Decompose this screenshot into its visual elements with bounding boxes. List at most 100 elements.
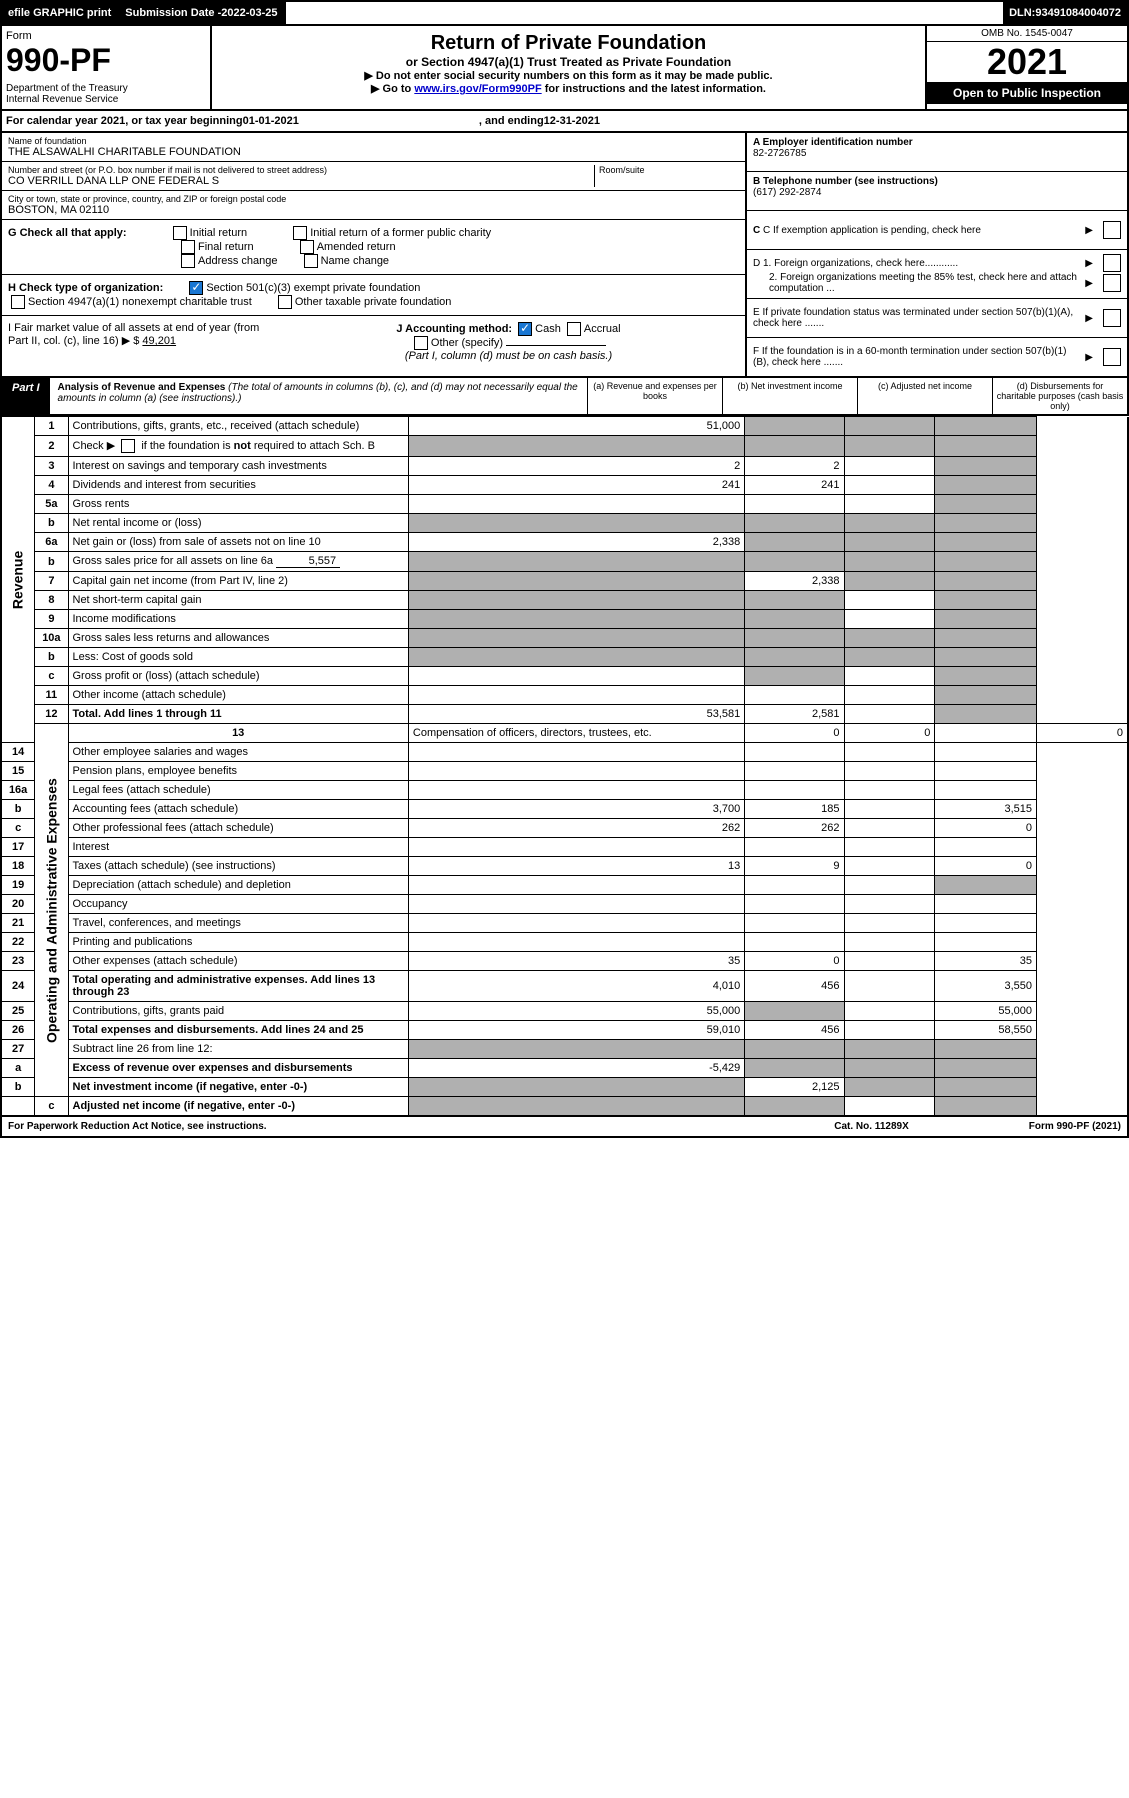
table-row: bAccounting fees (attach schedule)3,7001… (1, 800, 1128, 819)
table-row: 19Depreciation (attach schedule) and dep… (1, 876, 1128, 895)
dln: DLN: 93491084004072 (1003, 2, 1127, 24)
i-label: I Fair market value of all assets at end… (8, 322, 259, 347)
table-row: bGross sales price for all assets on lin… (1, 552, 1128, 572)
info-section: Name of foundation THE ALSAWALHI CHARITA… (0, 133, 1129, 378)
501c3-checkbox[interactable] (189, 281, 203, 295)
efile-label: efile GRAPHIC print (2, 2, 119, 24)
form-link[interactable]: www.irs.gov/Form990PF (414, 83, 541, 95)
table-row: 3Interest on savings and temporary cash … (1, 457, 1128, 476)
table-row: bLess: Cost of goods sold (1, 648, 1128, 667)
accrual-checkbox[interactable] (567, 322, 581, 336)
other-method-checkbox[interactable] (414, 336, 428, 350)
table-row: cAdjusted net income (if negative, enter… (1, 1097, 1128, 1117)
h-checkboxes: H Check type of organization: Section 50… (2, 275, 745, 316)
table-row: 7Capital gain net income (from Part IV, … (1, 572, 1128, 591)
table-row: 11Other income (attach schedule) (1, 686, 1128, 705)
address: CO VERRILL DANA LLP ONE FEDERAL S (8, 175, 594, 187)
footer-left: For Paperwork Reduction Act Notice, see … (8, 1121, 267, 1132)
schb-checkbox[interactable] (121, 439, 135, 453)
c-checkbox[interactable] (1103, 221, 1121, 239)
initial-former-checkbox[interactable] (293, 226, 307, 240)
city: BOSTON, MA 02110 (8, 204, 739, 216)
table-row: 10aGross sales less returns and allowanc… (1, 629, 1128, 648)
table-row: Revenue 1Contributions, gifts, grants, e… (1, 417, 1128, 436)
d2-checkbox[interactable] (1103, 274, 1121, 292)
table-row: 9Income modifications (1, 610, 1128, 629)
table-row: 20Occupancy (1, 895, 1128, 914)
instr-2: ▶ Go to www.irs.gov/Form990PF for instru… (218, 82, 919, 95)
col-c-header: (c) Adjusted net income (857, 378, 992, 414)
table-row: 5aGross rents (1, 495, 1128, 514)
ij-row: I Fair market value of all assets at end… (2, 316, 745, 368)
footer-mid: Cat. No. 11289X (834, 1121, 908, 1132)
col-d-header: (d) Disbursements for charitable purpose… (992, 378, 1127, 414)
table-row: 12Total. Add lines 1 through 1153,5812,5… (1, 705, 1128, 724)
f-checkbox[interactable] (1103, 348, 1121, 366)
department: Department of the Treasury Internal Reve… (6, 83, 206, 105)
phone-label: B Telephone number (see instructions) (753, 176, 938, 187)
table-row: 26Total expenses and disbursements. Add … (1, 1021, 1128, 1040)
calendar-year-row: For calendar year 2021, or tax year begi… (0, 111, 1129, 133)
g-checkboxes: G Check all that apply: Initial return I… (2, 220, 745, 275)
submission-date: Submission Date - 2022-03-25 (119, 2, 285, 24)
table-row: 15Pension plans, employee benefits (1, 762, 1128, 781)
table-row: 18Taxes (attach schedule) (see instructi… (1, 857, 1128, 876)
tax-year: 2021 (927, 42, 1127, 82)
table-row: 27Subtract line 26 from line 12: (1, 1040, 1128, 1059)
table-row: 21Travel, conferences, and meetings (1, 914, 1128, 933)
address-change-checkbox[interactable] (181, 254, 195, 268)
table-row: 16aLegal fees (attach schedule) (1, 781, 1128, 800)
top-bar: efile GRAPHIC print Submission Date - 20… (0, 0, 1129, 26)
amended-return-checkbox[interactable] (300, 240, 314, 254)
arrow-icon: ▶ (1085, 258, 1093, 269)
d1-checkbox[interactable] (1103, 254, 1121, 272)
form-label: Form (6, 30, 206, 42)
form-header: Form 990-PF Department of the Treasury I… (0, 26, 1129, 111)
fmv-value: 49,201 (142, 335, 176, 347)
table-row: 24Total operating and administrative exp… (1, 971, 1128, 1002)
address-label: Number and street (or P.O. box number if… (8, 165, 594, 175)
table-row: 8Net short-term capital gain (1, 591, 1128, 610)
city-label: City or town, state or province, country… (8, 194, 739, 204)
d2-label: 2. Foreign organizations meeting the 85%… (753, 272, 1081, 294)
initial-return-checkbox[interactable] (173, 226, 187, 240)
col-b-header: (b) Net investment income (722, 378, 857, 414)
omb-number: OMB No. 1545-0047 (927, 26, 1127, 42)
e-label: E If private foundation status was termi… (753, 307, 1081, 329)
arrow-icon: ▶ (1085, 278, 1093, 289)
name-label: Name of foundation (8, 136, 739, 146)
phone-value: (617) 292-2874 (753, 187, 821, 198)
d1-label: D 1. Foreign organizations, check here..… (753, 258, 1081, 269)
e-checkbox[interactable] (1103, 309, 1121, 327)
final-return-checkbox[interactable] (181, 240, 195, 254)
name-change-checkbox[interactable] (304, 254, 318, 268)
open-to-public: Open to Public Inspection (927, 82, 1127, 104)
table-row: bNet rental income or (loss) (1, 514, 1128, 533)
opex-label: Operating and Administrative Expenses (35, 724, 68, 1097)
col-a-header: (a) Revenue and expenses per books (587, 378, 722, 414)
table-row: 22Printing and publications (1, 933, 1128, 952)
ein-label: A Employer identification number (753, 137, 913, 148)
part-1-header: Part I Analysis of Revenue and Expenses … (0, 378, 1129, 416)
page-footer: For Paperwork Reduction Act Notice, see … (0, 1117, 1129, 1138)
part-label: Part I (2, 378, 50, 414)
arrow-icon: ▶ (1085, 352, 1093, 363)
4947-checkbox[interactable] (11, 295, 25, 309)
table-row: 25Contributions, gifts, grants paid55,00… (1, 1002, 1128, 1021)
table-row: 23Other expenses (attach schedule)35035 (1, 952, 1128, 971)
table-row: 6aNet gain or (loss) from sale of assets… (1, 533, 1128, 552)
arrow-icon: ▶ (1085, 313, 1093, 324)
revenue-label: Revenue (1, 417, 35, 743)
room-label: Room/suite (599, 165, 739, 175)
table-row: 14Other employee salaries and wages (1, 743, 1128, 762)
table-row: cGross profit or (loss) (attach schedule… (1, 667, 1128, 686)
table-row: bNet investment income (if negative, ent… (1, 1078, 1128, 1097)
other-taxable-checkbox[interactable] (278, 295, 292, 309)
foundation-name: THE ALSAWALHI CHARITABLE FOUNDATION (8, 146, 739, 158)
ein-value: 82-2726785 (753, 148, 806, 159)
arrow-icon: ▶ (1085, 225, 1093, 236)
cash-checkbox[interactable] (518, 322, 532, 336)
table-row: 17Interest (1, 838, 1128, 857)
f-label: F If the foundation is in a 60-month ter… (753, 346, 1081, 368)
table-row: 2Check ▶ if the foundation is not requir… (1, 436, 1128, 457)
